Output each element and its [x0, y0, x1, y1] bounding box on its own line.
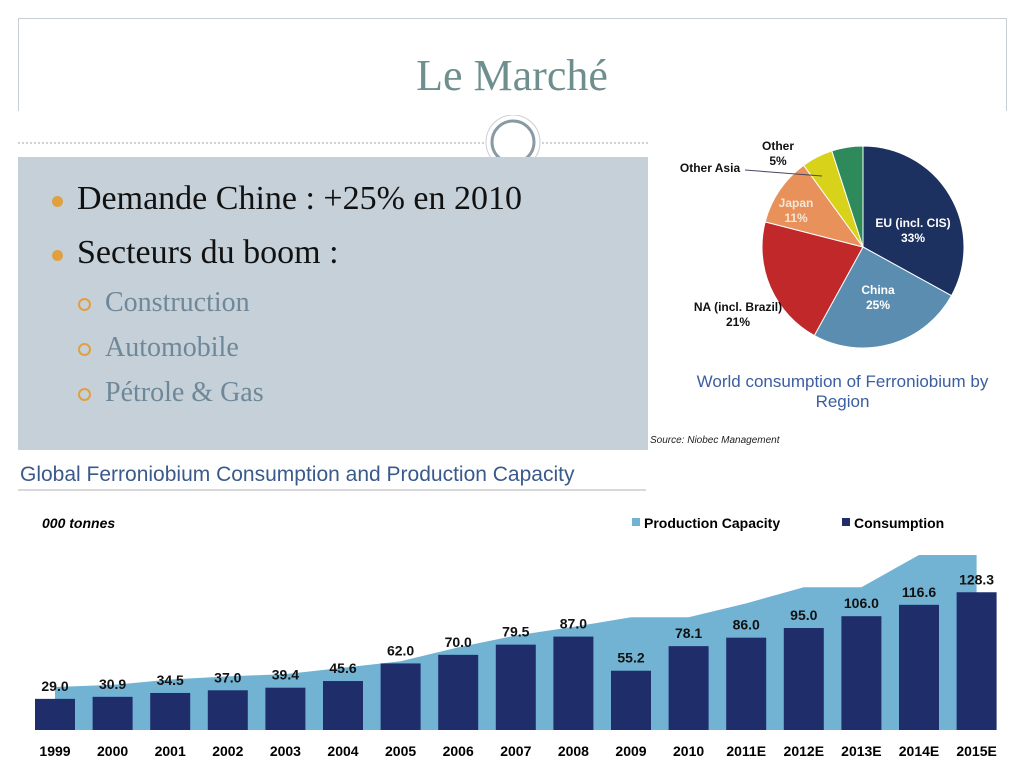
value-label: 78.1: [675, 625, 702, 641]
value-label: 55.2: [617, 650, 644, 666]
value-label: 128.3: [959, 571, 994, 587]
pie-slice: [862, 145, 965, 297]
bar: [841, 616, 882, 730]
bar: [726, 637, 767, 730]
bar: [92, 696, 133, 730]
value-label: 106.0: [844, 595, 879, 611]
value-label: 34.5: [157, 672, 184, 688]
slice-label: Other: [762, 139, 794, 153]
slide-title: Le Marché: [416, 51, 608, 100]
slice-value: 5%: [769, 154, 787, 168]
pie-slice: [764, 164, 865, 248]
pie-slice: [761, 221, 864, 337]
bar: [150, 692, 191, 730]
slice-label: China: [861, 283, 895, 297]
bar: [553, 636, 594, 730]
x-tick-label: 2002: [212, 743, 243, 759]
value-label: 86.0: [733, 617, 760, 633]
value-label: 79.5: [502, 624, 529, 640]
sub-bullet-text: Automobile: [105, 332, 239, 363]
bullet: Secteurs du boom :: [52, 234, 339, 272]
slice-label: Japan: [779, 196, 814, 210]
bar: [899, 604, 939, 730]
sub-bullet: Pétrole & Gas: [78, 377, 264, 409]
value-label: 116.6: [902, 584, 936, 600]
x-tick-label: 2013E: [841, 743, 881, 759]
x-tick-label: 2007: [500, 743, 531, 759]
bar: [438, 654, 479, 730]
sub-bullet: Construction: [78, 287, 250, 319]
value-label: 62.0: [387, 642, 414, 658]
x-tick-label: 2000: [97, 743, 128, 759]
sub-bullet-text: Construction: [105, 287, 250, 318]
value-label: 29.0: [41, 678, 68, 694]
pie-slice: [831, 145, 864, 248]
title-rule: [18, 489, 646, 491]
x-tick-label: 2006: [443, 743, 474, 759]
bar: [35, 698, 75, 730]
x-tick-label: 2008: [558, 743, 589, 759]
bar: [495, 644, 536, 730]
value-label: 45.6: [329, 660, 356, 676]
x-tick-label: 2014E: [899, 743, 939, 759]
x-tick-label: 2012E: [784, 743, 824, 759]
content-box: [18, 157, 648, 450]
x-tick-label: 2010: [673, 743, 704, 759]
slice-label: NA (incl. Brazil): [694, 300, 782, 314]
x-tick-label: 2005: [385, 743, 416, 759]
bar: [265, 687, 306, 730]
slice-value: 33%: [901, 231, 925, 245]
source: Source: Niobec Management: [650, 435, 780, 446]
bar: [668, 646, 709, 730]
bar: [207, 690, 248, 730]
sub-bullet: Automobile: [78, 332, 239, 364]
bullet-text: Secteurs du boom :: [77, 234, 339, 271]
pie-slice: [813, 246, 953, 349]
bullet-text: Demande Chine : +25% en 2010: [77, 180, 523, 217]
bar: [611, 670, 651, 730]
legend-label: Consumption: [854, 515, 944, 531]
x-tick-label: 2004: [327, 743, 358, 759]
bar: [380, 663, 421, 730]
slice-label: Other Asia: [680, 161, 741, 175]
slice-label: EU (incl. CIS): [875, 216, 950, 230]
legend-swatch: [632, 518, 640, 526]
value-label: 70.0: [445, 634, 472, 650]
bar-title: Global Ferroniobium Consumption and Prod…: [20, 463, 575, 486]
x-tick-label: 2009: [615, 743, 646, 759]
leader-line: [744, 169, 823, 177]
x-tick-label: 2015E: [956, 743, 996, 759]
slice-value: 25%: [866, 298, 890, 312]
divider: [18, 115, 648, 170]
sub-bullet-text: Pétrole & Gas: [105, 377, 264, 408]
pie-title: World consumption of Ferroniobium by Reg…: [696, 372, 989, 411]
legend-swatch: [842, 518, 850, 526]
value-label: 30.9: [99, 676, 126, 692]
slice-value: 11%: [784, 211, 808, 225]
x-tick-label: 2003: [270, 743, 301, 759]
value-label: 39.4: [272, 667, 299, 683]
x-tick-label: 2001: [155, 743, 186, 759]
x-tick-label: 1999: [39, 743, 70, 759]
bar: [323, 681, 363, 730]
bar: [956, 592, 997, 730]
bullet: Demande Chine : +25% en 2010: [52, 180, 522, 218]
frame: [18, 18, 1007, 111]
bar: [783, 628, 824, 730]
value-label: 95.0: [790, 607, 817, 623]
value-label: 87.0: [560, 616, 587, 632]
value-label: 37.0: [214, 669, 241, 685]
legend-label: Production Capacity: [644, 515, 780, 531]
unit-label: 000 tonnes: [42, 515, 115, 531]
bar-chart: 000 tonnes Production Capacity Consumption…: [35, 515, 997, 759]
x-tick-label: 2011E: [726, 743, 766, 759]
slice-value: 21%: [726, 315, 750, 329]
